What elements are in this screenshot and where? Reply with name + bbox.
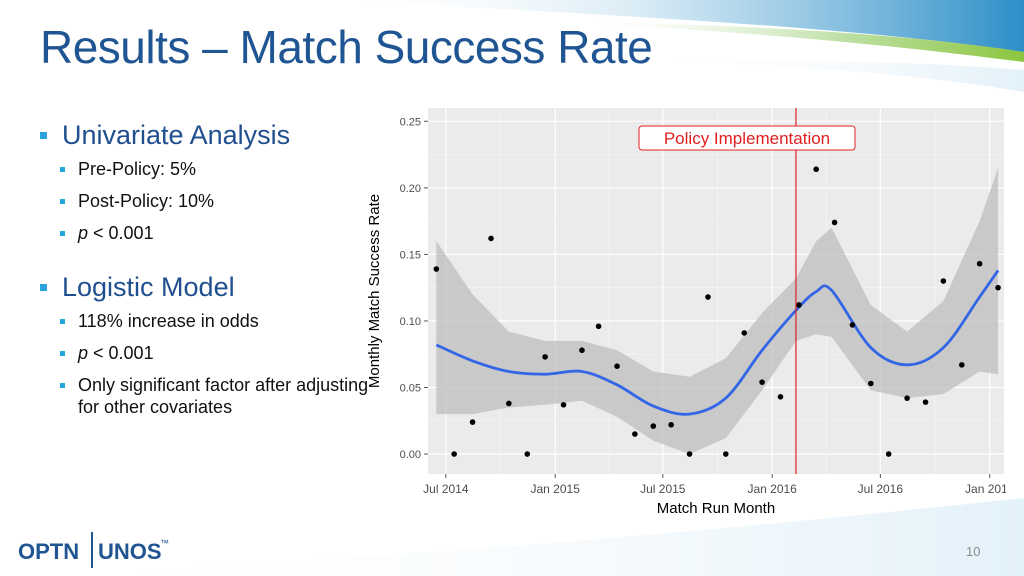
data-point (940, 278, 947, 284)
data-point (451, 451, 457, 457)
confidence-band (436, 167, 999, 454)
sub-bullet-text: Only significant factor after adjusting … (78, 375, 369, 417)
x-axis-title: Match Run Month (657, 500, 775, 517)
data-point (488, 235, 494, 242)
data-point (524, 451, 531, 457)
bullet-heading: Logistic Model (62, 272, 235, 302)
x-tick-label: Jul 2014 (423, 482, 469, 496)
x-tick-label: Jan 2015 (531, 482, 581, 496)
logo-divider (91, 532, 93, 568)
data-point (650, 423, 657, 429)
y-tick-label: 0.05 (400, 382, 421, 394)
logo-optn-text: OPTN (18, 539, 79, 564)
sub-bullet-text: Post-Policy: 10% (78, 191, 215, 211)
data-point (741, 330, 748, 336)
bullet-marker (60, 167, 65, 172)
data-point (705, 294, 711, 300)
data-point (813, 166, 819, 173)
x-tick-label: Jul 2016 (858, 482, 904, 496)
sub-bullet-p-value: p < 0.001 (40, 342, 370, 364)
data-point (469, 419, 476, 425)
bullet-marker (60, 383, 65, 388)
data-point (632, 431, 638, 437)
sub-bullet-post-policy: Post-Policy: 10% (40, 190, 370, 212)
p-symbol: p (78, 223, 89, 243)
sub-bullet-significant-factor: Only significant factor after adjusting … (40, 374, 370, 418)
y-tick-label: 0.15 (400, 249, 421, 261)
sub-bullet-odds-increase: 118% increase in odds (40, 310, 370, 332)
bullet-heading: Univariate Analysis (62, 120, 291, 150)
data-point (723, 451, 729, 457)
x-tick-label: Jan 2017 (965, 482, 1006, 496)
data-point (777, 394, 784, 400)
data-point (506, 400, 512, 407)
optn-unos-logo: OPTN UNOS ™ (18, 532, 169, 568)
p-symbol: p (78, 343, 89, 363)
data-point (976, 260, 983, 267)
y-axis-title: Monthly Match Success Rate (366, 194, 383, 388)
bullet-logistic-model: Logistic Model (40, 270, 370, 304)
y-tick-label: 0.25 (400, 116, 421, 128)
policy-label: Policy Implementation (664, 129, 830, 148)
bullet-marker (60, 231, 65, 236)
data-point (885, 451, 892, 457)
data-point (831, 219, 838, 226)
data-point (579, 347, 585, 354)
smooth-line (435, 269, 1000, 416)
y-tick-label: 0.00 (400, 449, 421, 461)
sub-bullet-pre-policy: Pre-Policy: 5% (40, 158, 370, 180)
sub-bullet-text: Pre-Policy: 5% (78, 159, 197, 179)
data-point (995, 284, 1001, 291)
sub-bullet-text: 118% increase in odds (78, 311, 259, 331)
data-point (595, 323, 602, 330)
sub-bullet-p-value: p < 0.001 (40, 222, 370, 244)
data-point (686, 451, 693, 457)
sub-bullet-text: < 0.001 (88, 343, 154, 363)
logo-trademark: ™ (160, 538, 169, 548)
data-point (433, 266, 440, 272)
bullet-marker (60, 351, 65, 356)
data-point (849, 322, 856, 328)
data-point (922, 399, 929, 405)
match-success-chart: 0.00 0.05 0.10 0.15 0.20 0.25 Jul 2014 Jan 2015… (366, 108, 1015, 517)
policy-label-box (638, 125, 856, 151)
bullet-marker (40, 132, 47, 139)
data-point (868, 380, 874, 387)
data-point (542, 354, 548, 360)
page-number: 10 (966, 544, 981, 559)
data-point (958, 362, 965, 368)
x-tick-label: Jan 2016 (747, 482, 797, 496)
bullet-marker (60, 319, 65, 324)
bullet-list: Univariate Analysis Pre-Policy: 5% Post-… (40, 118, 370, 428)
data-point (796, 302, 802, 308)
sub-bullet-text: < 0.001 (88, 223, 154, 243)
chart-container: 0.00 0.05 0.10 0.15 0.20 0.25 Jul 2014 Jan 2015… (358, 100, 1015, 526)
y-tick-label: 0.20 (400, 183, 421, 195)
bullet-marker (40, 284, 47, 291)
data-point (759, 379, 765, 385)
y-tick-label: 0.10 (400, 316, 421, 328)
bullet-univariate-analysis: Univariate Analysis (40, 118, 370, 152)
x-tick-label: Jul 2015 (640, 482, 686, 496)
logo-unos-text: UNOS (98, 539, 162, 564)
data-point (560, 401, 567, 408)
slide-title: Results – Match Success Rate (40, 21, 653, 73)
data-point (904, 395, 910, 401)
data-point (614, 363, 620, 369)
data-point (668, 421, 674, 428)
bullet-marker (60, 199, 65, 204)
